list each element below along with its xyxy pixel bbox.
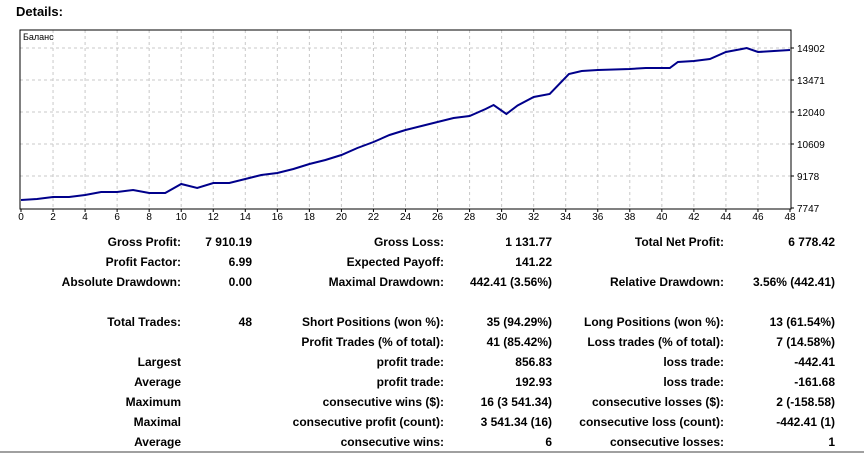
stat-value: 48: [238, 315, 252, 329]
x-tick-label: 12: [208, 212, 220, 223]
stat-value: -442.41: [794, 355, 835, 369]
stat-value: 3 541.34 (16): [480, 415, 552, 429]
x-tick-label: 2: [50, 212, 56, 223]
chart-frame: [19, 29, 792, 210]
stat-label: Maximal: [133, 415, 181, 429]
x-tick-label: 38: [624, 212, 636, 223]
chart-legend-label: Баланс: [23, 32, 54, 42]
x-tick-label: 46: [752, 212, 764, 223]
stat-value: 16 (3 541.34): [480, 395, 552, 409]
stat-value: 13 (61.54%): [769, 315, 835, 329]
stat-label: Gross Profit:: [107, 235, 181, 249]
stat-label: Loss trades (% of total):: [587, 335, 724, 349]
stat-label: Maximum: [125, 395, 181, 409]
x-tick-label: 16: [272, 212, 284, 223]
stat-label: Largest: [137, 355, 181, 369]
stat-label: [0, 334, 181, 350]
stat-label: profit trade:: [376, 355, 444, 369]
stat-value: 3.56% (442.41): [752, 275, 835, 289]
stat-label: Relative Drawdown:: [609, 275, 724, 289]
stat-label: Total Net Profit:: [634, 235, 724, 249]
stat-label: Profit Factor:: [105, 255, 181, 269]
stat-label: Gross Loss:: [373, 235, 444, 249]
x-tick-label: 6: [114, 212, 120, 223]
stat-value: 1 131.77: [505, 235, 552, 249]
x-tick-label: 26: [432, 212, 444, 223]
stat-value: 141.22: [515, 255, 552, 269]
stat-label: consecutive wins ($):: [322, 395, 444, 409]
x-tick-label: 42: [688, 212, 700, 223]
stat-value: [190, 414, 252, 430]
divider: [0, 451, 864, 453]
x-tick-label: 48: [784, 212, 796, 223]
stat-value: 192.93: [515, 375, 552, 389]
y-tick-label: 13471: [797, 76, 825, 87]
stat-label: Absolute Drawdown:: [61, 275, 181, 289]
x-tick-label: 30: [496, 212, 508, 223]
stat-value: 2 (-158.58): [776, 395, 835, 409]
y-tick-label: 9178: [797, 172, 820, 183]
x-tick-label: 14: [240, 212, 252, 223]
stat-value: -161.68: [794, 375, 835, 389]
stat-value: 1: [828, 435, 835, 449]
stat-value: [190, 354, 252, 370]
x-tick-label: 36: [592, 212, 604, 223]
stat-label: Expected Payoff:: [346, 255, 444, 269]
x-tick-label: 34: [560, 212, 572, 223]
x-tick-label: 32: [528, 212, 540, 223]
stat-value: 6.99: [228, 255, 252, 269]
stat-value: 41 (85.42%): [486, 335, 552, 349]
stat-label: Average: [134, 375, 181, 389]
stat-label: profit trade:: [376, 375, 444, 389]
x-tick-label: 4: [82, 212, 88, 223]
x-tick-label: 22: [368, 212, 380, 223]
stat-label: Long Positions (won %):: [584, 315, 724, 329]
x-tick-label: 28: [464, 212, 476, 223]
stat-value: [190, 394, 252, 410]
x-tick-label: 10: [176, 212, 188, 223]
stat-label: consecutive losses:: [609, 435, 724, 449]
stat-label: Maximal Drawdown:: [328, 275, 444, 289]
y-tick-label: 10609: [797, 140, 825, 151]
stat-label: Short Positions (won %):: [302, 315, 444, 329]
balance-chart: 0 2 4 6 8 10 12 14 16 18 20 22 24 26 28 30 32 34 36 38 40 42 4…: [18, 29, 825, 223]
stat-value: [190, 434, 252, 450]
stat-value: 7 (14.58%): [776, 335, 835, 349]
stat-value: -442.41 (1): [776, 415, 835, 429]
y-tick-label: 14902: [797, 44, 825, 55]
stat-value: [730, 254, 835, 270]
stat-value: 7 910.19: [205, 235, 252, 249]
stat-label: [560, 254, 724, 270]
stat-value: 0.00: [228, 275, 252, 289]
y-tick-label: 12040: [797, 108, 825, 119]
stat-value: 6: [545, 435, 552, 449]
stat-label: Average: [134, 435, 181, 449]
x-tick-label: 40: [656, 212, 668, 223]
x-tick-label: 20: [336, 212, 348, 223]
details-title: Details:: [16, 4, 63, 19]
stat-label: consecutive loss (count):: [579, 415, 724, 429]
stat-value: [190, 334, 252, 350]
x-tick-label: 24: [400, 212, 412, 223]
x-tick-label: 44: [720, 212, 732, 223]
balance-line: [20, 46, 791, 201]
stat-label: loss trade:: [663, 355, 724, 369]
stat-value: [190, 374, 252, 390]
x-tick-label: 0: [18, 212, 24, 223]
stat-value: 6 778.42: [788, 235, 835, 249]
stat-label: consecutive losses ($):: [591, 395, 724, 409]
stat-label: consecutive wins:: [340, 435, 444, 449]
stat-value: 856.83: [515, 355, 552, 369]
stat-label: Profit Trades (% of total):: [301, 335, 444, 349]
stat-label: loss trade:: [663, 375, 724, 389]
stat-label: Total Trades:: [107, 315, 181, 329]
x-tick-label: 18: [304, 212, 316, 223]
x-tick-label: 8: [146, 212, 152, 223]
stat-label: consecutive profit (count):: [292, 415, 444, 429]
y-tick-label: 7747: [797, 204, 820, 215]
stat-value: 35 (94.29%): [486, 315, 552, 329]
stat-value: 442.41 (3.56%): [469, 275, 552, 289]
